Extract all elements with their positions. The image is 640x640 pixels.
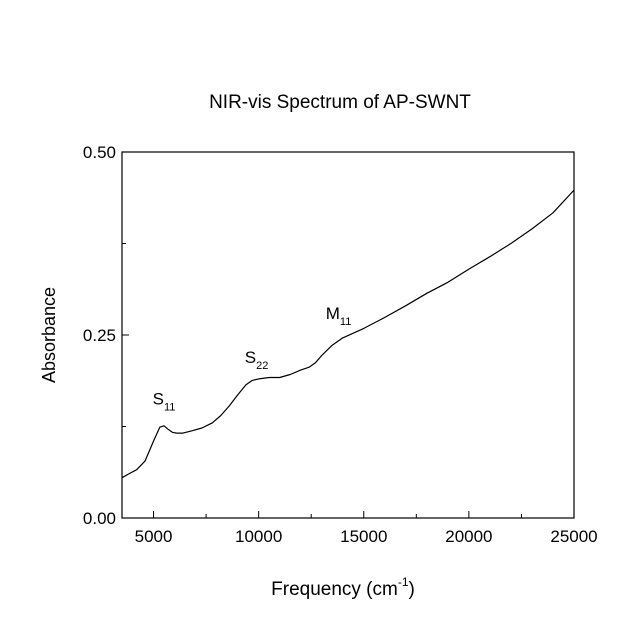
peak-annotation: S11 bbox=[153, 390, 176, 414]
peak-annotation-label: M bbox=[326, 304, 340, 323]
y-tick-label: 0.50 bbox=[83, 143, 116, 162]
x-tick-label: 10000 bbox=[235, 527, 282, 546]
peak-annotation-label: S bbox=[153, 390, 164, 409]
x-axis-label-main: Frequency (cm bbox=[271, 579, 398, 600]
y-axis-label: Absorbance bbox=[39, 287, 59, 383]
peak-annotation: S22 bbox=[245, 348, 269, 372]
x-axis-label-suffix: ) bbox=[409, 579, 415, 600]
peak-annotation: M11 bbox=[326, 304, 352, 328]
peak-annotation-label: S bbox=[245, 348, 256, 367]
y-tick-label: 0.00 bbox=[83, 509, 116, 528]
peak-annotation-subscript: 11 bbox=[164, 402, 175, 414]
x-tick-label: 5000 bbox=[135, 527, 173, 546]
x-axis-label-superscript: -1 bbox=[398, 575, 409, 589]
chart-title: NIR-vis Spectrum of AP-SWNT bbox=[209, 92, 471, 113]
x-tick-label: 20000 bbox=[445, 527, 492, 546]
series-line bbox=[121, 189, 575, 479]
peak-annotation-subscript: 11 bbox=[340, 316, 351, 328]
x-axis-label: Frequency (cm-1) bbox=[271, 575, 415, 600]
x-tick-label: 25000 bbox=[550, 527, 597, 546]
peak-annotation-subscript: 22 bbox=[256, 360, 268, 372]
y-axis-ticks: 0.00 0.25 0.50 bbox=[83, 143, 129, 528]
y-tick-label: 0.25 bbox=[83, 326, 116, 345]
series-layer bbox=[121, 189, 575, 479]
x-tick-label: 15000 bbox=[340, 527, 387, 546]
x-axis-ticks: 5000 10000 15000 20000 25000 bbox=[135, 511, 598, 546]
